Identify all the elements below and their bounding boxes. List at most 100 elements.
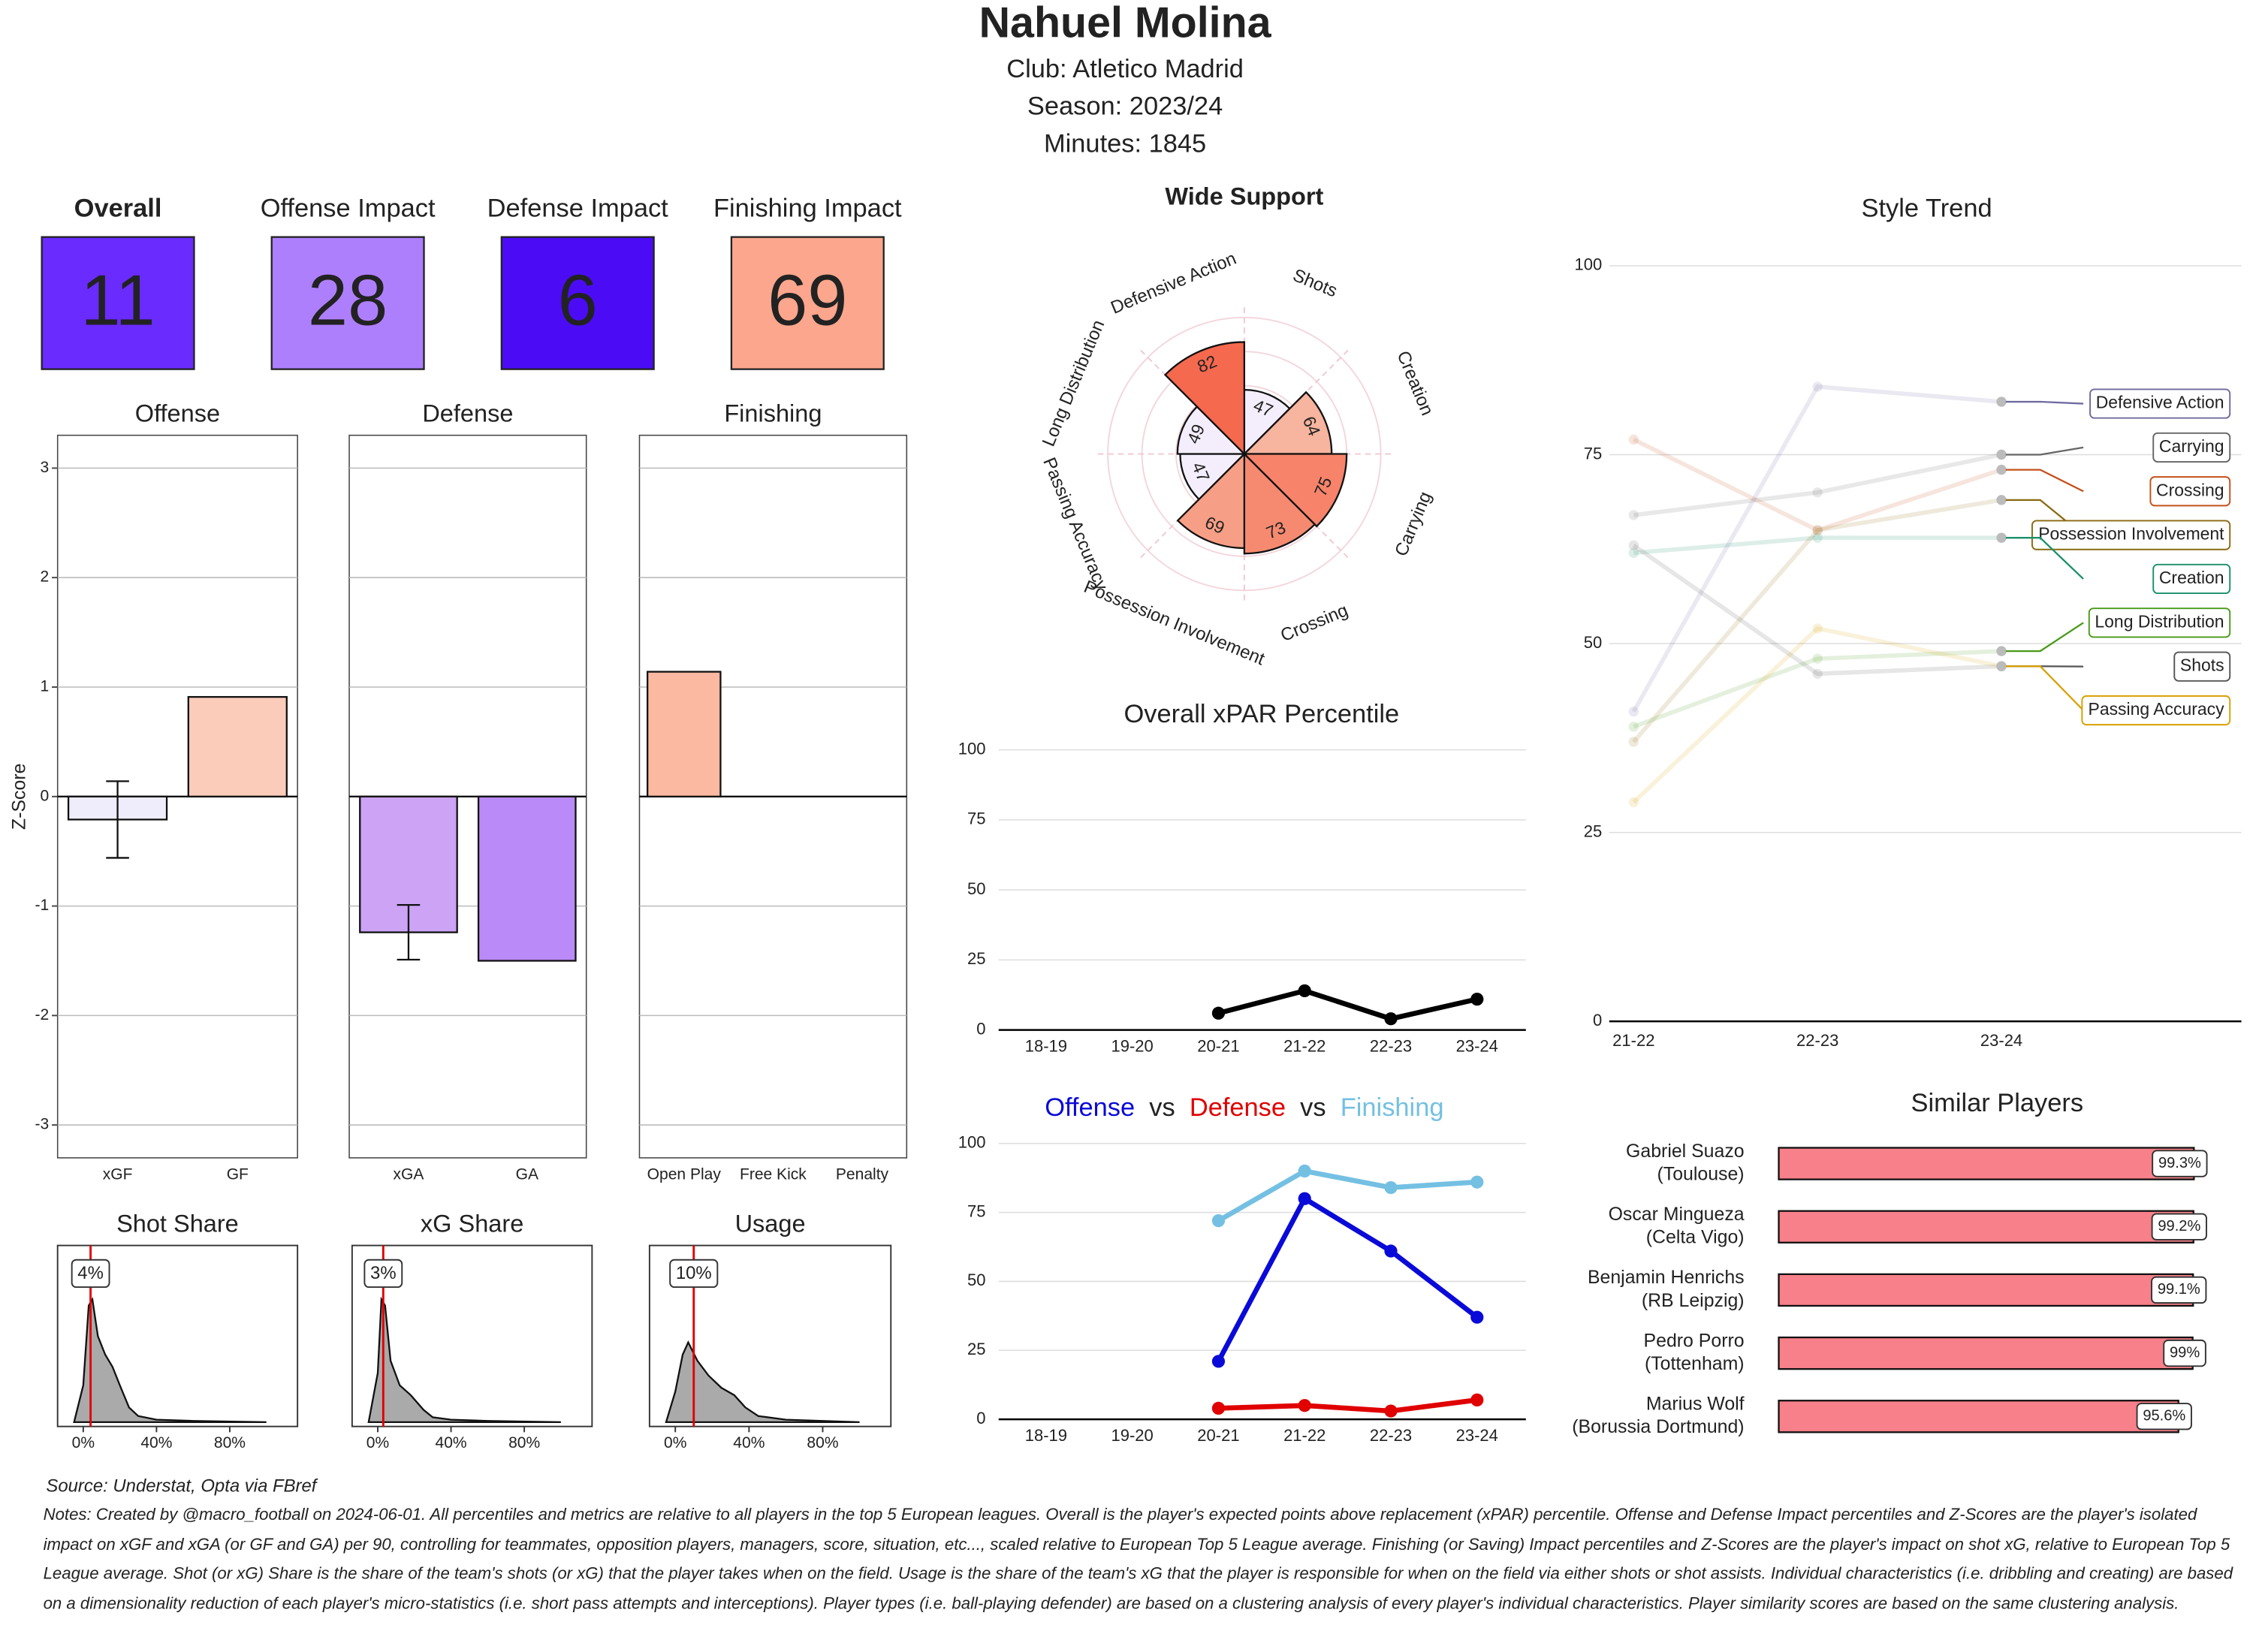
card-value: 28 xyxy=(308,261,388,341)
y-tick-label: 3 xyxy=(41,459,50,476)
x-tick-label: 80% xyxy=(807,1434,838,1452)
series-point xyxy=(1211,1401,1226,1415)
series-point xyxy=(1298,984,1311,998)
series-label-box xyxy=(2031,520,2231,550)
y-tick-label: 100 xyxy=(958,1133,986,1152)
trend-line xyxy=(1632,543,2002,677)
x-tick-label: 0% xyxy=(664,1434,686,1452)
series-point xyxy=(1211,1006,1226,1020)
player-team: (Tottenham) xyxy=(1645,1353,1745,1374)
x-tick-label: 21-22 xyxy=(1283,1426,1326,1445)
series-label: Shots xyxy=(2180,656,2224,675)
card-label: Overall xyxy=(74,194,162,222)
x-tick-label: 0% xyxy=(72,1434,95,1452)
series-label: Carrying xyxy=(2159,436,2224,456)
y-tick-label: 2 xyxy=(41,568,50,586)
label-connector xyxy=(2005,537,2084,580)
marker-label-box xyxy=(363,1259,403,1289)
error-bar xyxy=(106,780,129,859)
series-point xyxy=(1384,1404,1398,1418)
label-connector xyxy=(2005,469,2084,493)
category-label: Carrying xyxy=(1391,489,1436,559)
y-tick-label: 25 xyxy=(967,1340,985,1358)
trend-point xyxy=(1812,653,1823,664)
y-tick-label: 50 xyxy=(967,879,985,898)
y-tick-label: 0 xyxy=(1593,1011,1602,1029)
x-tick-label: GF xyxy=(227,1165,249,1183)
series-point xyxy=(1384,1244,1398,1258)
category-label: Crossing xyxy=(1277,600,1350,646)
series-label-box xyxy=(2173,651,2231,682)
polar-bar xyxy=(1242,390,1333,455)
value-label: 95.6% xyxy=(2143,1408,2185,1424)
y-tick-label: 50 xyxy=(967,1271,985,1289)
x-tick-label: 21-22 xyxy=(1612,1031,1654,1050)
facet-title: Defense xyxy=(422,399,513,427)
series-point xyxy=(1470,1175,1484,1189)
facet-title: Offense xyxy=(135,399,220,427)
x-tick-label: 18-19 xyxy=(1025,1036,1067,1055)
x-tick-label: 40% xyxy=(436,1434,467,1452)
polar-bar xyxy=(1242,453,1348,528)
y-tick-label: 25 xyxy=(1584,821,1602,840)
series-label: Long Distribution xyxy=(2095,611,2224,631)
marker-label-box xyxy=(71,1259,110,1289)
player-team: (Borussia Dortmund) xyxy=(1572,1416,1744,1437)
y-tick-label: 25 xyxy=(967,949,985,968)
x-tick-label: 18-19 xyxy=(1025,1426,1067,1445)
panel-frame xyxy=(648,1244,892,1427)
series-label: Passing Accuracy xyxy=(2089,699,2225,719)
x-tick-label: Penalty xyxy=(836,1165,889,1183)
series-label-box xyxy=(2089,388,2231,419)
trend-point xyxy=(1996,449,2007,460)
trend-point xyxy=(1628,510,1639,520)
label-connector xyxy=(2005,400,2084,405)
series-label: Defensive Action xyxy=(2096,393,2224,412)
y-tick-label: 1 xyxy=(41,678,50,695)
label-connector xyxy=(2005,665,2084,711)
card-box xyxy=(730,236,885,370)
source: Source: Understat, Opta via FBref xyxy=(46,1476,318,1496)
error-bar xyxy=(397,903,421,961)
trend-point xyxy=(1996,661,2007,671)
label-connector xyxy=(2005,446,2084,456)
x-tick-label: 20-21 xyxy=(1197,1036,1239,1055)
bar xyxy=(1778,1210,2194,1244)
bar xyxy=(1778,1147,2195,1180)
card-box xyxy=(270,236,425,370)
value-label: 99% xyxy=(2170,1344,2200,1361)
trend-point xyxy=(1628,547,1639,558)
player-name: Nahuel Molina xyxy=(979,0,1272,47)
value-label-box xyxy=(2163,1339,2206,1367)
x-tick-label: 0% xyxy=(366,1434,389,1452)
series-point xyxy=(1298,1164,1311,1178)
bar xyxy=(1778,1336,2194,1370)
player-team: (Toulouse) xyxy=(1657,1163,1745,1184)
panel-title: Shot Share xyxy=(116,1210,239,1237)
series-label-box xyxy=(2152,563,2231,595)
player-name: Gabriel Suazo xyxy=(1626,1141,1745,1162)
y-tick-label: -1 xyxy=(35,897,50,914)
trend-point xyxy=(1628,722,1639,732)
series-label-box xyxy=(2152,432,2231,463)
card-value: 6 xyxy=(558,261,598,341)
trend-point xyxy=(1628,797,1639,808)
y-tick-label: 75 xyxy=(1584,444,1602,463)
legend-title: Offense vs Defense vs Finishing xyxy=(1045,1093,1443,1122)
x-tick-label: 80% xyxy=(508,1434,540,1452)
marker-label: 3% xyxy=(370,1263,397,1283)
series-point xyxy=(1470,993,1484,1006)
series-point xyxy=(1384,1012,1398,1026)
polar-bar xyxy=(1176,451,1246,550)
trend-point xyxy=(1996,464,2007,475)
card-value: 11 xyxy=(80,261,155,341)
card-box xyxy=(41,236,195,370)
bar xyxy=(187,695,288,797)
series-label: Creation xyxy=(2159,568,2224,587)
notes-box: Notes: Created by @macro_football on 202… xyxy=(44,1506,2233,1613)
series-point xyxy=(1470,1310,1484,1324)
value-label-box xyxy=(2151,1276,2207,1304)
trend-line xyxy=(1631,384,2002,713)
x-tick-label: 22-23 xyxy=(1370,1426,1412,1445)
